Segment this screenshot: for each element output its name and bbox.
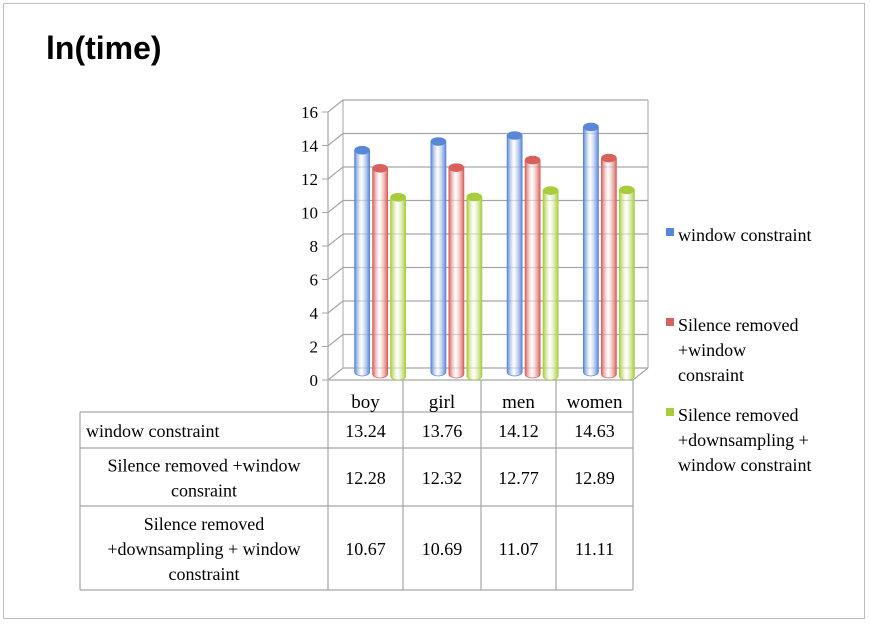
bar-top — [448, 163, 465, 172]
legend-label: Silence removed — [678, 315, 798, 335]
bar-body — [430, 141, 447, 377]
table-row-label: window constraint — [86, 421, 219, 441]
y-tick-label: 10 — [301, 204, 318, 223]
bar-body — [466, 196, 483, 381]
table-row-label: Silence removed — [144, 514, 264, 534]
table-value: 13.76 — [422, 421, 463, 441]
bar-top — [430, 137, 447, 146]
x-category-label: girl — [429, 392, 455, 413]
y-tick-label: 12 — [301, 170, 318, 189]
y-tick-label: 8 — [310, 237, 319, 256]
x-category-label: men — [502, 392, 535, 413]
bar-top — [466, 192, 483, 202]
bar-top — [542, 186, 559, 195]
bar-body — [448, 167, 465, 379]
legend-label: window constraint — [678, 225, 811, 245]
table-value: 14.12 — [498, 421, 539, 441]
bar-body — [524, 159, 541, 379]
table-value: 10.67 — [345, 539, 386, 559]
table-value: 11.11 — [575, 539, 614, 559]
bars — [354, 122, 635, 381]
bar — [618, 185, 635, 381]
legend: window constraint Silence removed +window c… — [666, 225, 811, 475]
x-category-label: women — [567, 392, 623, 413]
table-value: 12.77 — [498, 468, 539, 488]
table-value: 11.07 — [499, 539, 539, 559]
legend-entry: Silence removed +downsampling + window con… — [666, 405, 811, 475]
table-row-label: consraint — [171, 481, 237, 501]
legend-entry: window constraint — [666, 225, 811, 245]
bar-top — [583, 122, 599, 132]
gridline — [327, 132, 648, 146]
bar-body — [354, 149, 371, 377]
table-value: 12.89 — [574, 468, 615, 488]
y-tick-label: 14 — [301, 137, 319, 156]
bar — [466, 192, 483, 381]
y-tick-label: 4 — [310, 304, 319, 323]
bar-body — [372, 167, 389, 379]
legend-swatch — [666, 318, 674, 326]
bar — [542, 186, 559, 381]
table-value: 12.32 — [422, 468, 463, 488]
chart-title: ln(time) — [46, 30, 162, 66]
bar-body — [618, 189, 635, 381]
legend-swatch — [666, 228, 674, 236]
legend-label: consraint — [678, 365, 744, 385]
bar — [430, 137, 447, 377]
bar-body — [390, 196, 407, 381]
bar — [506, 131, 523, 377]
legend-entry: Silence removed +window consraint — [666, 315, 798, 385]
bar-body — [600, 157, 617, 379]
bar — [354, 145, 371, 377]
table-value: 12.28 — [345, 468, 386, 488]
bar — [524, 155, 541, 379]
bar — [448, 163, 465, 379]
bar-body — [506, 135, 523, 377]
x-category-label: boy — [351, 392, 380, 413]
bar-top — [601, 153, 617, 163]
legend-label: +window — [678, 340, 746, 360]
y-tick-label: 2 — [310, 338, 319, 357]
table-value: 10.69 — [422, 539, 463, 559]
bar-top — [390, 192, 406, 202]
legend-label: Silence removed — [678, 405, 798, 425]
table-value: 13.24 — [345, 421, 386, 441]
gridline — [327, 99, 648, 113]
y-tick-label: 6 — [310, 271, 319, 290]
bar — [372, 164, 389, 379]
legend-label: window constraint — [678, 455, 811, 475]
legend-swatch — [666, 408, 674, 416]
bar — [600, 153, 617, 379]
bar-top — [354, 145, 370, 155]
bar-top — [619, 185, 635, 195]
table-row-label: constraint — [169, 564, 240, 584]
y-axis: 0 2 4 6 8 10 12 14 16 — [301, 103, 329, 390]
y-tick-label: 0 — [310, 371, 319, 390]
bar-top — [506, 131, 523, 140]
data-table: boy girl men women window constraint 13.24 13.… — [79, 380, 634, 591]
bar-body — [582, 126, 599, 377]
bar — [390, 192, 407, 381]
gridline — [327, 166, 648, 180]
y-tick-label: 16 — [301, 103, 318, 122]
bar-body — [542, 190, 559, 381]
bar — [582, 122, 599, 377]
bar-top — [524, 155, 541, 165]
table-row-label: +downsampling + window — [107, 539, 300, 559]
table-value: 14.63 — [574, 421, 615, 441]
bar-top — [372, 164, 388, 173]
table-row-label: Silence removed +window — [107, 456, 300, 476]
legend-label: +downsampling + — [678, 430, 809, 450]
